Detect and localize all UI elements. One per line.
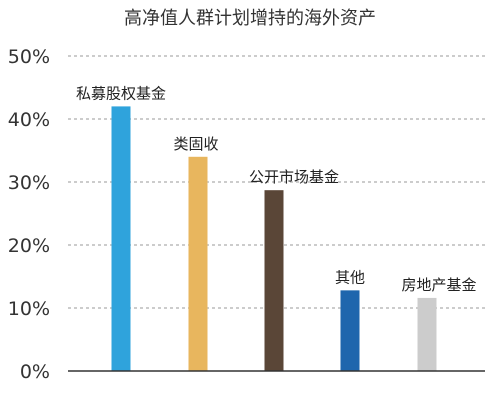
bar: [340, 290, 360, 371]
y-tick-label: 40%: [8, 109, 50, 131]
bar-category-label: 公开市场基金: [249, 168, 339, 186]
y-tick-label: 20%: [8, 235, 50, 257]
bar: [111, 106, 131, 372]
y-tick-label: 50%: [8, 46, 50, 68]
y-axis-tick-labels: 0% 10% 20% 30% 40% 50%: [8, 46, 50, 383]
y-tick-label: 0%: [20, 361, 50, 383]
bar-category-label: 类固收: [173, 135, 218, 153]
bar: [188, 156, 208, 371]
y-tick-label: 10%: [8, 298, 50, 320]
bars: [111, 106, 437, 372]
y-tick-label: 30%: [8, 172, 50, 194]
bar: [417, 297, 437, 371]
bar: [264, 190, 284, 371]
bar-category-label: 房地产基金: [401, 276, 476, 294]
bar-category-label: 其他: [335, 268, 365, 286]
chart-title: 高净值人群计划增持的海外资产: [124, 8, 376, 29]
bar-category-label: 私募股权基金: [76, 84, 166, 102]
